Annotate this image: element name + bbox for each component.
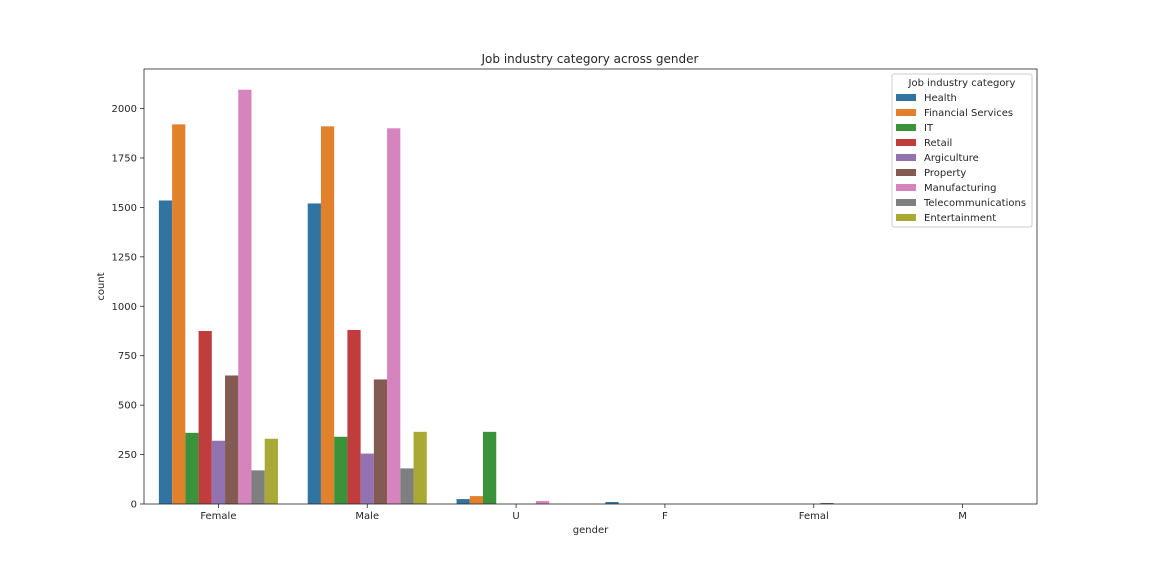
legend-entry: Manufacturing [924, 183, 996, 194]
bar-health-female [158, 200, 173, 504]
legend-swatch [896, 169, 916, 176]
bar-health-u [456, 499, 470, 504]
x-tick-label: F [662, 511, 668, 522]
legend-entry: Argiculture [924, 153, 979, 164]
bar-it-u [483, 431, 497, 504]
bar-telecommunications-female [251, 470, 265, 504]
y-tick-label: 1250 [112, 252, 137, 263]
bar-financial-services-female [172, 124, 186, 504]
bar-financial-services-u [469, 496, 484, 504]
legend-entry: Telecommunications [923, 198, 1026, 209]
bar-it-male [334, 436, 348, 504]
legend-title: Job industry category [908, 78, 1016, 89]
legend-swatch [896, 94, 916, 101]
legend-swatch [896, 199, 916, 206]
y-tick-label: 250 [118, 450, 137, 461]
bar-property-femal [820, 503, 834, 504]
x-tick-label: Femal [799, 511, 829, 522]
legend-swatch [896, 214, 916, 221]
y-tick-label: 1000 [112, 302, 137, 313]
bar-entertainment-male [413, 431, 427, 504]
bar-manufacturing-female [238, 89, 252, 505]
bar-health-f [605, 502, 619, 504]
chart-title: Job industry category across gender [481, 52, 699, 66]
x-tick-label: M [958, 511, 967, 522]
bar-health-male [307, 203, 321, 505]
bar-retail-female [198, 330, 212, 504]
bar-financial-services-male [320, 126, 335, 504]
legend-entry: Financial Services [924, 108, 1013, 119]
legend: Job industry category Health Financial Ser… [891, 73, 1033, 228]
y-axis-label: count [96, 272, 107, 300]
legend-swatch [896, 139, 916, 146]
bar-property-male [373, 379, 388, 504]
y-tick-label: 0 [131, 500, 137, 511]
legend-swatch [896, 184, 916, 191]
bar-telecommunications-male [400, 468, 414, 504]
bar-property-female [225, 375, 239, 504]
bar-argiculture-female [211, 440, 226, 504]
legend-entry: Retail [924, 138, 952, 149]
y-axis: 0 250 500 750 1000 1250 1500 1750 2000 [112, 104, 144, 511]
y-tick-label: 1500 [112, 203, 137, 214]
legend-swatch [896, 109, 916, 116]
x-axis: Female Male U F Femal M [200, 504, 967, 522]
y-tick-label: 2000 [112, 104, 137, 115]
plot-frame [143, 68, 1038, 505]
y-tick-label: 500 [118, 401, 137, 412]
bars-group [158, 89, 834, 505]
x-axis-label: gender [573, 525, 609, 536]
y-tick-label: 750 [118, 351, 137, 362]
bar-argiculture-male [360, 453, 374, 504]
x-tick-label: Female [200, 511, 236, 522]
y-tick-label: 1750 [112, 153, 137, 164]
legend-entry: Entertainment [924, 213, 996, 224]
legend-entry: Property [924, 168, 966, 179]
bar-entertainment-female [264, 438, 278, 504]
legend-box [891, 73, 1033, 228]
legend-swatch [896, 154, 916, 161]
bar-manufacturing-u [535, 501, 550, 504]
x-tick-label: U [512, 511, 519, 522]
bar-retail-male [347, 330, 361, 504]
legend-entry: IT [924, 123, 934, 134]
bar-manufacturing-male [387, 128, 401, 504]
legend-entry: Health [924, 93, 957, 104]
legend-swatch [896, 124, 916, 131]
x-tick-label: Male [355, 511, 379, 522]
bar-it-female [185, 432, 199, 504]
